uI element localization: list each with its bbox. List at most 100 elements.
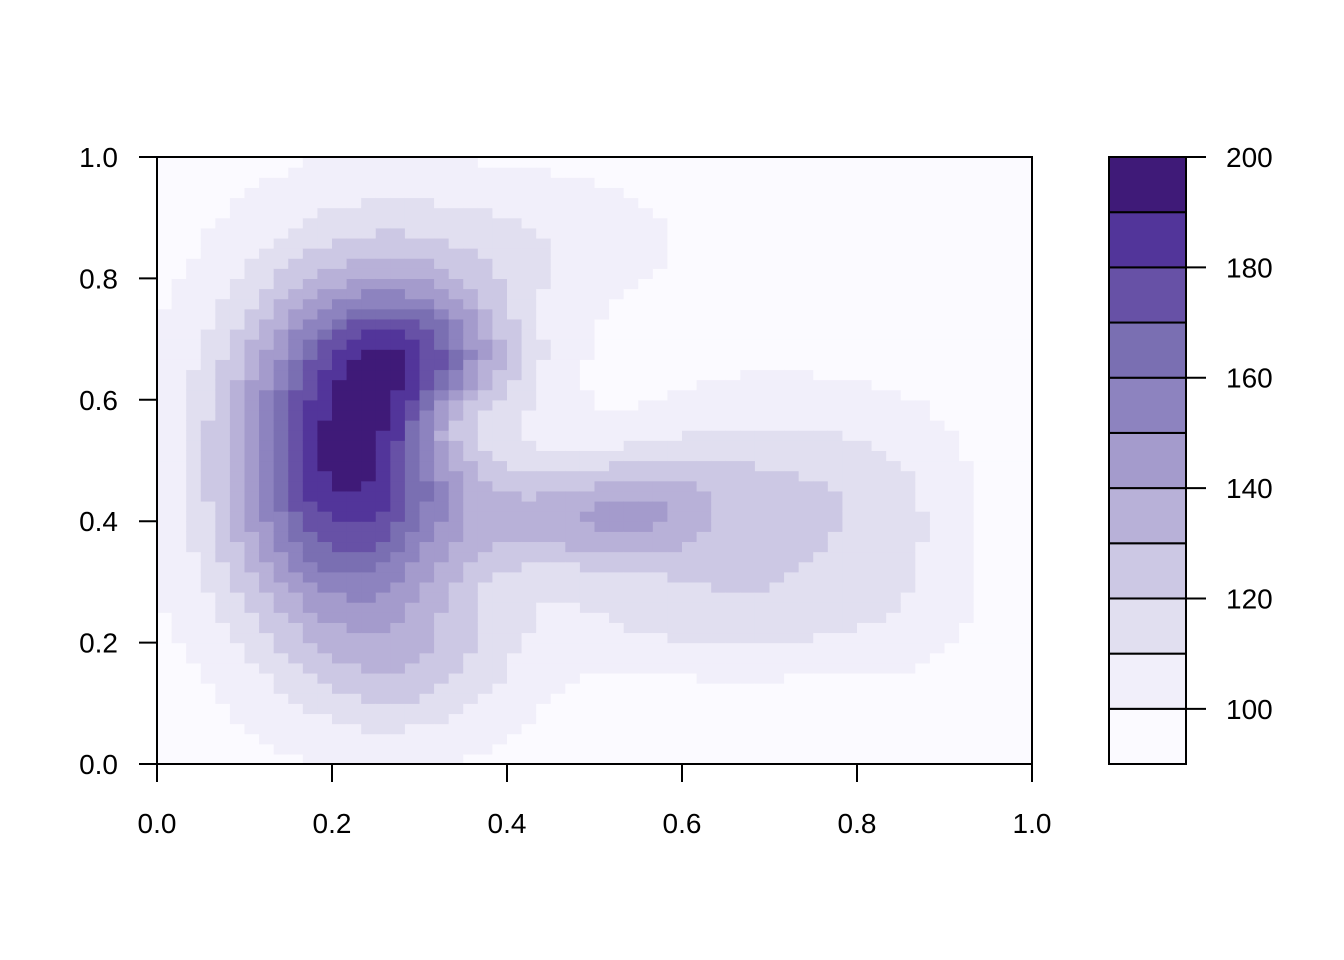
contour-cell [623, 167, 639, 178]
contour-cell [784, 268, 800, 279]
contour-cell [259, 592, 275, 603]
contour-cell [1017, 551, 1033, 563]
contour-cell [244, 662, 260, 674]
contour-cell [244, 339, 260, 350]
contour-cell [944, 662, 960, 674]
contour-cell [1017, 379, 1033, 391]
contour-cell [696, 460, 712, 472]
contour-cell [813, 723, 829, 735]
contour-cell [740, 227, 756, 239]
contour-cell [754, 399, 771, 411]
contour-cell [944, 652, 960, 664]
contour-cell [944, 602, 960, 613]
contour-cell [623, 288, 639, 300]
contour-cell [229, 581, 246, 593]
contour-cell [871, 237, 887, 249]
contour-cell [784, 561, 800, 573]
contour-cell [988, 480, 1004, 492]
contour-cell [886, 581, 902, 593]
contour-cell [769, 440, 785, 451]
contour-cell [929, 349, 946, 360]
contour-cell [988, 602, 1004, 613]
contour-cell [536, 318, 552, 330]
contour-cell [171, 470, 187, 482]
contour-cell [725, 683, 741, 694]
contour-cell [900, 359, 916, 371]
contour-cell [754, 268, 771, 279]
contour-cell [959, 308, 975, 320]
contour-cell [536, 652, 552, 664]
contour-cell [973, 693, 989, 704]
contour-cell [332, 248, 348, 259]
contour-cell [725, 399, 741, 411]
contour-cell [361, 683, 377, 694]
contour-cell [288, 733, 304, 745]
contour-cell [332, 298, 348, 310]
contour-cell [463, 703, 479, 715]
contour-cell [507, 288, 523, 300]
contour-cell [944, 177, 960, 188]
contour-cell [1017, 460, 1033, 472]
contour-cell [1017, 511, 1033, 522]
contour-cell [609, 490, 625, 502]
contour-cell [915, 430, 931, 441]
contour-cell [842, 531, 858, 543]
contour-cell [988, 500, 1004, 512]
contour-cell [623, 753, 639, 765]
contour-cell [682, 157, 698, 168]
contour-cell [463, 389, 479, 401]
contour-cell [346, 581, 362, 593]
contour-cell [171, 237, 187, 249]
contour-cell [507, 500, 523, 512]
contour-cell [244, 328, 260, 340]
contour-cell [273, 531, 289, 543]
contour-cell [871, 369, 887, 381]
contour-cell [302, 318, 319, 330]
contour-cell [784, 177, 800, 188]
contour-cell [754, 217, 771, 229]
contour-cell [521, 207, 537, 219]
contour-cell [857, 349, 873, 360]
contour-cell [521, 217, 537, 229]
contour-cell [1017, 622, 1033, 634]
contour-cell [521, 177, 537, 188]
contour-cell [915, 450, 931, 462]
contour-cell [448, 389, 464, 401]
contour-cell [725, 328, 741, 340]
contour-cell [871, 258, 887, 269]
contour-cell [682, 278, 698, 290]
contour-cell [594, 521, 610, 532]
contour-cell [1017, 500, 1033, 512]
contour-cell [477, 470, 494, 482]
contour-cell [813, 561, 829, 573]
contour-cell [842, 612, 858, 623]
contour-cell [477, 632, 494, 644]
contour-cell [186, 632, 202, 644]
contour-cell [667, 531, 683, 543]
legend-swatch [1108, 542, 1187, 600]
contour-cell [973, 389, 989, 401]
contour-cell [448, 581, 464, 593]
contour-cell [798, 612, 814, 623]
contour-cell [886, 500, 902, 512]
contour-cell [667, 511, 683, 522]
contour-cell [886, 632, 902, 644]
contour-cell [842, 298, 858, 310]
contour-cell [682, 409, 698, 421]
contour-cell [404, 389, 421, 401]
contour-cell [229, 318, 246, 330]
contour-cell [492, 237, 508, 249]
contour-cell [1002, 551, 1019, 563]
contour-cell [886, 592, 902, 603]
contour-cell [857, 531, 873, 543]
contour-cell [973, 197, 989, 209]
legend-swatch [1108, 156, 1187, 214]
contour-cell [667, 298, 683, 310]
contour-cell [740, 268, 756, 279]
contour-cell [317, 693, 333, 704]
contour-cell [769, 248, 785, 259]
contour-cell [988, 349, 1004, 360]
contour-cell [682, 561, 698, 573]
contour-cell [682, 703, 698, 715]
contour-cell [229, 662, 246, 674]
